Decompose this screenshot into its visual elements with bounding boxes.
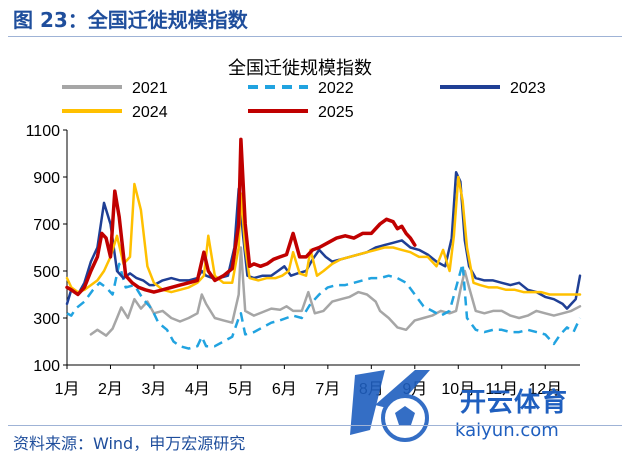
series-line-2021 [89, 246, 582, 337]
source-note: 资料来源：Wind，申万宏源研究 [13, 434, 246, 453]
watermark-url: kaiyun.com [455, 420, 559, 441]
series-line-2022 [66, 262, 582, 350]
figure-title: 图 23：全国迁徙规模指数 [13, 8, 248, 32]
y-tick-label: 500 [33, 264, 60, 281]
legend-label-2024: 2024 [132, 104, 168, 121]
series-line-2025 [65, 137, 417, 297]
chart-title: 全国迁徙规模指数 [228, 58, 372, 79]
legend-label-2023: 2023 [510, 80, 546, 97]
series-line-2023 [65, 171, 582, 310]
x-tick-label: 11月 [485, 381, 518, 398]
legend-label-2022: 2022 [318, 80, 354, 97]
y-tick-label: 700 [33, 217, 60, 234]
x-tick-label: 4月 [185, 381, 210, 398]
x-tick-label: 2月 [98, 381, 123, 398]
x-tick-label: 6月 [272, 381, 297, 398]
axes: 10030050070090011001月2月3月4月5月6月7月8月9月10月… [26, 123, 580, 398]
watermark-brand: 开云体育 [460, 388, 569, 418]
y-tick-label: 900 [33, 170, 60, 187]
legend: 2021 2022 2023 2024 2025 [62, 80, 546, 121]
x-tick-label: 10月 [441, 381, 475, 398]
x-tick-label: 5月 [228, 381, 253, 398]
x-tick-label: 12月 [528, 381, 562, 398]
series-layer [65, 137, 582, 350]
bottom-rule [8, 425, 622, 426]
soccer-ball-icon [350, 370, 430, 442]
x-tick-label: 3月 [141, 381, 166, 398]
migration-index-chart: 全国迁徙规模指数 2021 2022 2023 2024 2025 100 300 500 7… [26, 58, 582, 398]
y-tick-label: 100 [33, 358, 60, 375]
legend-label-2021: 2021 [132, 80, 168, 97]
top-rule [8, 36, 622, 37]
y-tick-label: 300 [33, 311, 60, 328]
x-tick-label: 1月 [55, 381, 80, 398]
series-line-2024 [65, 175, 582, 296]
y-tick-label: 1100 [26, 123, 61, 140]
legend-label-2025: 2025 [318, 104, 354, 121]
watermark-logo [350, 370, 430, 442]
x-tick-label: 7月 [315, 381, 340, 398]
